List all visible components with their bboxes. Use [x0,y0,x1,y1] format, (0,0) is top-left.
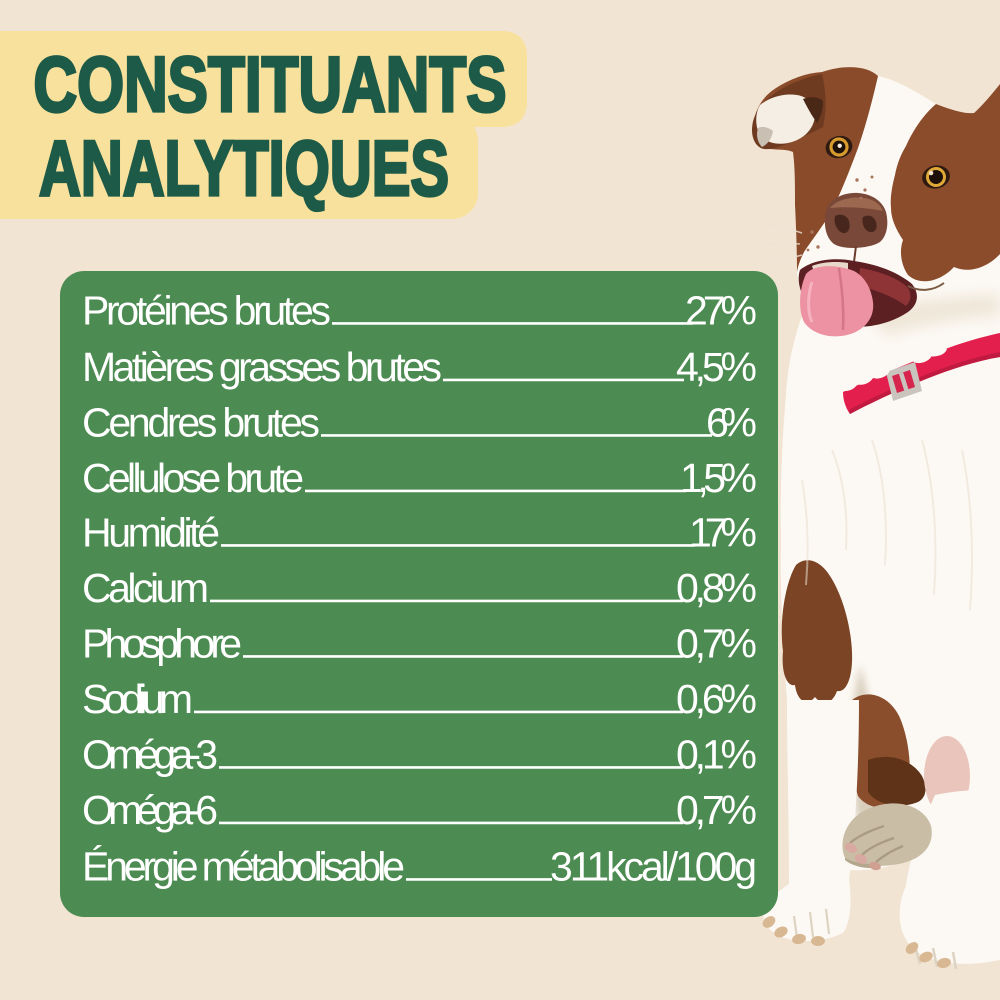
svg-text:0,8%: 0,8% [676,565,757,611]
svg-text:0,7%: 0,7% [676,787,757,833]
svg-text:Matières grasses brutes: Matières grasses brutes [82,344,442,390]
svg-text:Oméga-6: Oméga-6 [82,787,218,833]
svg-text:Protéines brutes: Protéines brutes [82,288,331,334]
svg-text:27%: 27% [685,288,757,334]
svg-text:Énergie métabolisable: Énergie métabolisable [82,844,405,890]
svg-text:1,5%: 1,5% [680,455,757,501]
svg-text:Oméga-3: Oméga-3 [82,732,218,778]
svg-text:0,1%: 0,1% [676,732,757,778]
svg-text:4,5%: 4,5% [676,344,757,390]
svg-text:17%: 17% [689,510,757,556]
svg-text:0,6%: 0,6% [676,676,757,722]
svg-text:CONSTITUANTS: CONSTITUANTS [34,40,507,128]
svg-text:Cellulose brute: Cellulose brute [82,455,304,501]
svg-text:Calcium: Calcium [82,565,209,611]
svg-text:311kcal/100g: 311kcal/100g [550,844,757,890]
svg-text:Humidité: Humidité [82,510,220,556]
svg-text:Phosphore: Phosphore [82,621,242,667]
svg-text:Sodium: Sodium [82,676,193,722]
svg-text:6%: 6% [706,400,757,446]
svg-text:ANALYTIQUES: ANALYTIQUES [39,124,449,212]
svg-text:0,7%: 0,7% [676,621,757,667]
svg-text:Cendres brutes: Cendres brutes [82,400,320,446]
